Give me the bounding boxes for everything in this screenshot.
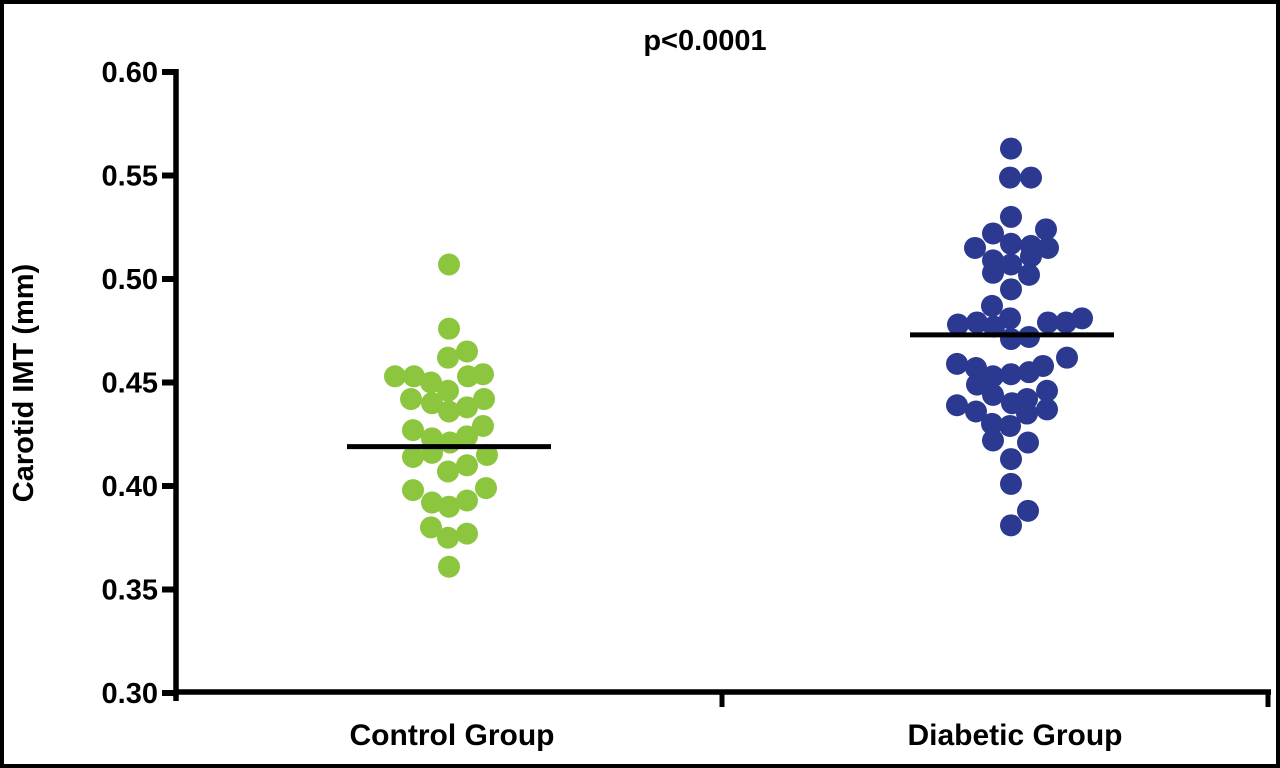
data-point-diabetic-group xyxy=(1020,166,1042,189)
data-point-diabetic-group xyxy=(1000,253,1022,276)
data-point-diabetic-group xyxy=(1017,499,1039,522)
data-point-control-group xyxy=(456,454,478,477)
data-point-control-group xyxy=(438,555,460,578)
data-point-diabetic-group xyxy=(999,166,1021,189)
data-point-control-group xyxy=(438,253,460,276)
data-point-control-group xyxy=(384,365,406,388)
data-point-diabetic-group xyxy=(999,414,1021,437)
data-point-control-group xyxy=(456,489,478,512)
data-point-diabetic-group xyxy=(982,261,1004,284)
data-point-control-group xyxy=(437,526,459,549)
data-point-diabetic-group xyxy=(1035,218,1057,241)
data-point-control-group xyxy=(420,516,442,539)
data-point-diabetic-group xyxy=(1000,472,1022,495)
x-axis-group-label-control-group: Control Group xyxy=(350,719,555,752)
data-point-diabetic-group xyxy=(965,400,987,423)
data-point-diabetic-group xyxy=(1000,514,1022,537)
data-point-diabetic-group xyxy=(1036,379,1058,402)
y-axis-tick-label: 0.35 xyxy=(102,575,158,607)
data-point-diabetic-group xyxy=(966,311,988,334)
data-point-diabetic-group xyxy=(1000,363,1022,386)
data-point-control-group xyxy=(421,491,443,514)
data-point-control-group xyxy=(473,388,495,411)
data-point-diabetic-group xyxy=(966,373,988,396)
data-point-control-group xyxy=(456,522,478,545)
data-point-control-group xyxy=(402,479,424,502)
y-axis-tick-label: 0.50 xyxy=(102,264,158,296)
data-point-control-group xyxy=(437,379,459,402)
data-point-diabetic-group xyxy=(965,357,987,380)
data-point-diabetic-group xyxy=(1000,232,1022,255)
data-point-control-group xyxy=(456,340,478,363)
data-point-diabetic-group xyxy=(1000,137,1022,160)
data-point-diabetic-group xyxy=(982,429,1004,452)
data-point-control-group xyxy=(472,363,494,386)
data-point-control-group xyxy=(476,443,498,466)
y-axis-title: Carotid IMT (mm) xyxy=(8,264,40,502)
data-point-control-group xyxy=(438,317,460,340)
data-point-control-group xyxy=(420,371,442,394)
data-point-diabetic-group xyxy=(1000,205,1022,228)
data-point-diabetic-group xyxy=(947,313,969,336)
data-point-control-group xyxy=(475,477,497,500)
data-point-control-group xyxy=(456,425,478,448)
data-point-control-group xyxy=(438,495,460,518)
data-point-control-group xyxy=(402,419,424,442)
data-point-diabetic-group xyxy=(946,352,968,375)
data-point-control-group xyxy=(456,396,478,419)
data-point-control-group xyxy=(472,414,494,437)
data-point-control-group xyxy=(437,460,459,483)
data-point-control-group xyxy=(437,346,459,369)
data-point-diabetic-group xyxy=(964,236,986,259)
data-point-diabetic-group xyxy=(981,294,1003,317)
data-point-diabetic-group xyxy=(981,412,1003,435)
data-point-diabetic-group xyxy=(1000,278,1022,301)
y-axis-tick-label: 0.55 xyxy=(102,161,158,193)
data-point-diabetic-group xyxy=(1000,448,1022,471)
data-point-diabetic-group xyxy=(1037,311,1059,334)
data-point-diabetic-group xyxy=(1071,307,1093,330)
data-point-control-group xyxy=(421,392,443,415)
data-point-diabetic-group xyxy=(983,315,1005,338)
y-axis-tick-label: 0.30 xyxy=(102,678,158,710)
data-point-diabetic-group xyxy=(946,394,968,417)
data-point-control-group xyxy=(402,446,424,469)
x-axis-group-label-diabetic-group: Diabetic Group xyxy=(907,719,1122,752)
data-point-diabetic-group xyxy=(1020,245,1042,268)
data-point-diabetic-group xyxy=(1016,402,1038,425)
data-point-diabetic-group xyxy=(982,222,1004,245)
y-axis-tick-label: 0.40 xyxy=(102,471,158,503)
y-axis-tick-label: 0.45 xyxy=(102,368,158,400)
data-point-diabetic-group xyxy=(982,383,1004,406)
chart-title: p<0.0001 xyxy=(643,25,766,57)
data-point-diabetic-group xyxy=(1036,398,1058,421)
data-point-control-group xyxy=(400,388,422,411)
data-point-diabetic-group xyxy=(1037,236,1059,259)
data-point-diabetic-group xyxy=(1032,354,1054,377)
data-point-control-group xyxy=(403,365,425,388)
data-point-diabetic-group xyxy=(1017,431,1039,454)
data-point-diabetic-group xyxy=(1056,346,1078,369)
data-point-diabetic-group xyxy=(1018,263,1040,286)
data-point-control-group xyxy=(438,400,460,423)
y-axis-tick-label: 0.60 xyxy=(102,57,158,89)
